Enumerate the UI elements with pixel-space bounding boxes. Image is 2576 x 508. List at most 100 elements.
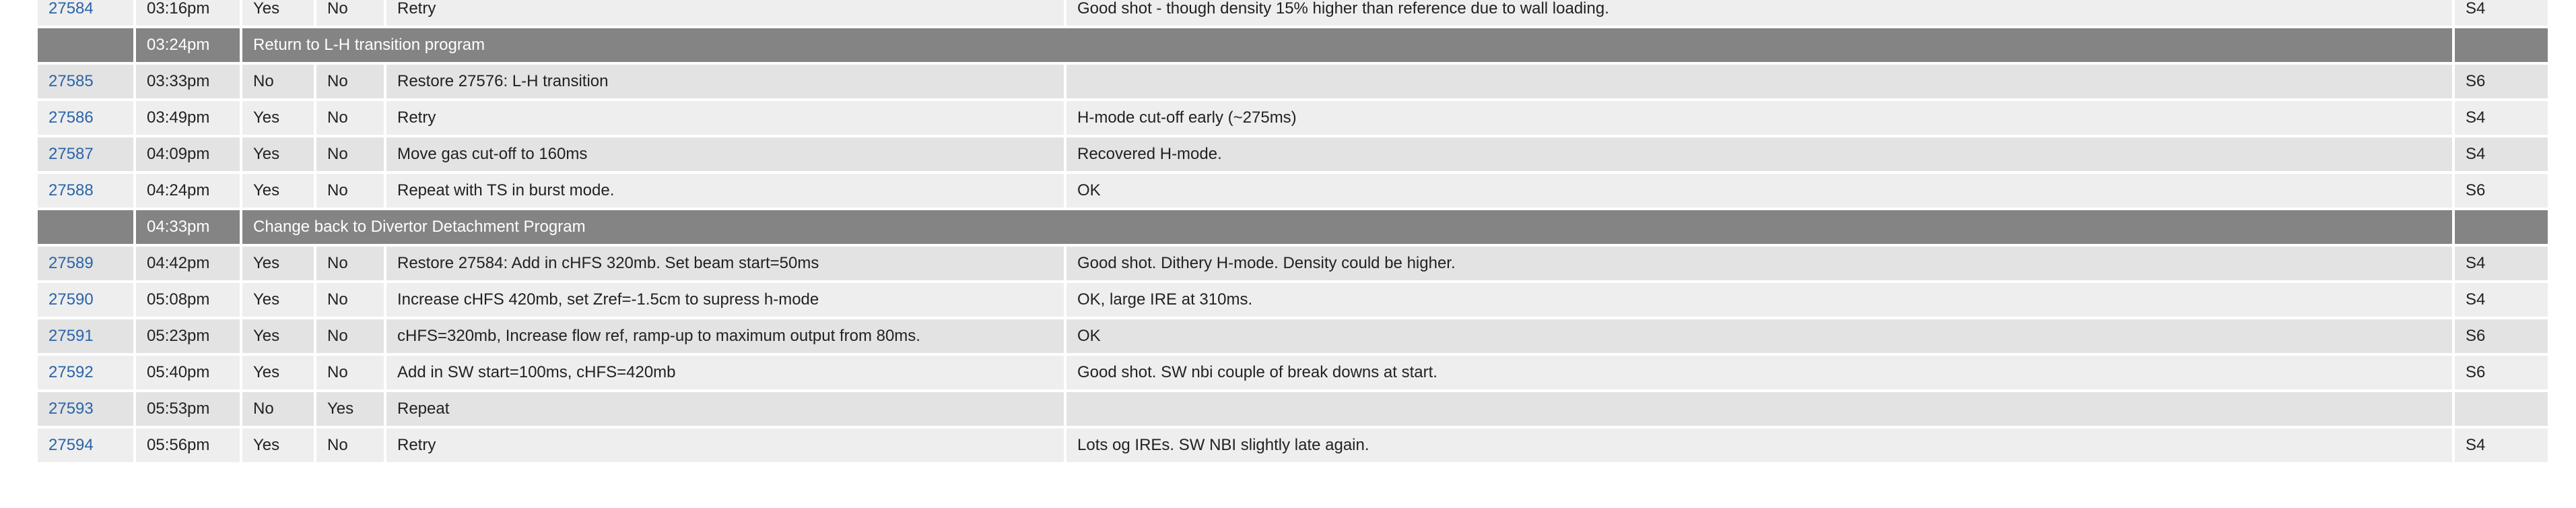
shot-link[interactable]: 27591 — [48, 327, 94, 345]
section-end-cell — [2455, 28, 2548, 65]
flag-a-cell: Yes — [242, 174, 314, 210]
comment-cell: Recovered H-mode. — [1066, 137, 2452, 174]
comment-cell: Good shot. Dithery H-mode. Density could… — [1066, 247, 2452, 283]
code-cell: S4 — [2455, 428, 2548, 465]
flag-a-cell: Yes — [242, 0, 314, 28]
flag-b-cell: No — [316, 283, 384, 319]
shot-number-cell: 27588 — [38, 174, 133, 210]
flag-a-cell: Yes — [242, 101, 314, 137]
flag-a-cell: No — [242, 392, 314, 428]
flag-a-cell: Yes — [242, 428, 314, 465]
shot-link[interactable]: 27590 — [48, 290, 94, 309]
description-cell: Move gas cut-off to 160ms — [386, 137, 1064, 174]
flag-a-cell: Yes — [242, 319, 314, 356]
comment-cell: Lots og IREs. SW NBI slightly late again… — [1066, 428, 2452, 465]
table-row: 27593 05:53pm No Yes Repeat — [38, 392, 2548, 428]
description-cell: Restore 27576: L-H transition — [386, 65, 1064, 101]
shot-number-cell: 27594 — [38, 428, 133, 465]
table-row: 27591 05:23pm Yes No cHFS=320mb, Increas… — [38, 319, 2548, 356]
shot-link[interactable]: 27587 — [48, 145, 94, 163]
flag-b-cell: No — [316, 65, 384, 101]
description-cell: Retry — [386, 428, 1064, 465]
shot-number-cell: 27587 — [38, 137, 133, 174]
comment-cell: OK — [1066, 319, 2452, 356]
description-cell: Increase cHFS 420mb, set Zref=-1.5cm to … — [386, 283, 1064, 319]
shot-number-cell: 27593 — [38, 392, 133, 428]
flag-a-cell: No — [242, 65, 314, 101]
shot-number-cell: 27584 — [38, 0, 133, 28]
comment-cell — [1066, 392, 2452, 428]
shot-number-cell: 27585 — [38, 65, 133, 101]
time-cell: 04:42pm — [136, 247, 240, 283]
code-cell: S4 — [2455, 283, 2548, 319]
shot-number-cell: 27591 — [38, 319, 133, 356]
time-cell: 03:16pm — [136, 0, 240, 28]
table-row: 27584 03:16pm Yes No Retry Good shot - t… — [38, 0, 2548, 28]
time-cell: 05:23pm — [136, 319, 240, 356]
section-blank-cell — [38, 28, 133, 65]
time-cell: 04:24pm — [136, 174, 240, 210]
code-cell: S6 — [2455, 319, 2548, 356]
section-title-cell: Change back to Divertor Detachment Progr… — [242, 210, 2452, 247]
code-cell: S6 — [2455, 174, 2548, 210]
shot-link[interactable]: 27593 — [48, 400, 94, 418]
shot-link[interactable]: 27586 — [48, 108, 94, 127]
table-row: 27590 05:08pm Yes No Increase cHFS 420mb… — [38, 283, 2548, 319]
shot-link[interactable]: 27594 — [48, 436, 94, 454]
shot-link[interactable]: 27585 — [48, 72, 94, 90]
flag-b-cell: No — [316, 428, 384, 465]
code-cell: S6 — [2455, 65, 2548, 101]
shot-log-body: 27584 03:16pm Yes No Retry Good shot - t… — [38, 0, 2548, 465]
description-cell: Add in SW start=100ms, cHFS=420mb — [386, 356, 1064, 392]
flag-b-cell: No — [316, 319, 384, 356]
comment-cell: OK — [1066, 174, 2452, 210]
shot-link[interactable]: 27588 — [48, 181, 94, 199]
shot-number-cell: 27589 — [38, 247, 133, 283]
flag-b-cell: No — [316, 0, 384, 28]
section-end-cell — [2455, 210, 2548, 247]
comment-cell: Good shot. SW nbi couple of break downs … — [1066, 356, 2452, 392]
comment-cell: H-mode cut-off early (~275ms) — [1066, 101, 2452, 137]
flag-a-cell: Yes — [242, 283, 314, 319]
shot-number-cell: 27590 — [38, 283, 133, 319]
code-cell: S4 — [2455, 101, 2548, 137]
code-cell: S6 — [2455, 356, 2548, 392]
time-cell: 03:49pm — [136, 101, 240, 137]
description-cell: cHFS=320mb, Increase flow ref, ramp-up t… — [386, 319, 1064, 356]
description-cell: Retry — [386, 0, 1064, 28]
code-cell: S4 — [2455, 0, 2548, 28]
section-row: 04:33pm Change back to Divertor Detachme… — [38, 210, 2548, 247]
code-cell — [2455, 392, 2548, 428]
table-row: 27589 04:42pm Yes No Restore 27584: Add … — [38, 247, 2548, 283]
description-cell: Repeat — [386, 392, 1064, 428]
comment-cell: OK, large IRE at 310ms. — [1066, 283, 2452, 319]
shot-link[interactable]: 27592 — [48, 363, 94, 381]
comment-cell: Good shot - though density 15% higher th… — [1066, 0, 2452, 28]
flag-b-cell: Yes — [316, 392, 384, 428]
time-cell: 05:53pm — [136, 392, 240, 428]
time-cell: 04:09pm — [136, 137, 240, 174]
flag-b-cell: No — [316, 137, 384, 174]
table-row: 27587 04:09pm Yes No Move gas cut-off to… — [38, 137, 2548, 174]
code-cell: S4 — [2455, 247, 2548, 283]
comment-cell — [1066, 65, 2452, 101]
section-time-cell: 03:24pm — [136, 28, 240, 65]
section-blank-cell — [38, 210, 133, 247]
section-row: 03:24pm Return to L-H transition program — [38, 28, 2548, 65]
shot-link[interactable]: 27589 — [48, 254, 94, 272]
description-cell: Repeat with TS in burst mode. — [386, 174, 1064, 210]
shot-link[interactable]: 27584 — [48, 0, 94, 18]
time-cell: 05:56pm — [136, 428, 240, 465]
flag-b-cell: No — [316, 247, 384, 283]
flag-a-cell: Yes — [242, 137, 314, 174]
section-title-cell: Return to L-H transition program — [242, 28, 2452, 65]
flag-a-cell: Yes — [242, 247, 314, 283]
description-cell: Restore 27584: Add in cHFS 320mb. Set be… — [386, 247, 1064, 283]
time-cell: 05:40pm — [136, 356, 240, 392]
section-time-cell: 04:33pm — [136, 210, 240, 247]
shot-number-cell: 27592 — [38, 356, 133, 392]
table-row: 27594 05:56pm Yes No Retry Lots og IREs.… — [38, 428, 2548, 465]
table-row: 27586 03:49pm Yes No Retry H-mode cut-of… — [38, 101, 2548, 137]
shot-number-cell: 27586 — [38, 101, 133, 137]
table-row: 27585 03:33pm No No Restore 27576: L-H t… — [38, 65, 2548, 101]
